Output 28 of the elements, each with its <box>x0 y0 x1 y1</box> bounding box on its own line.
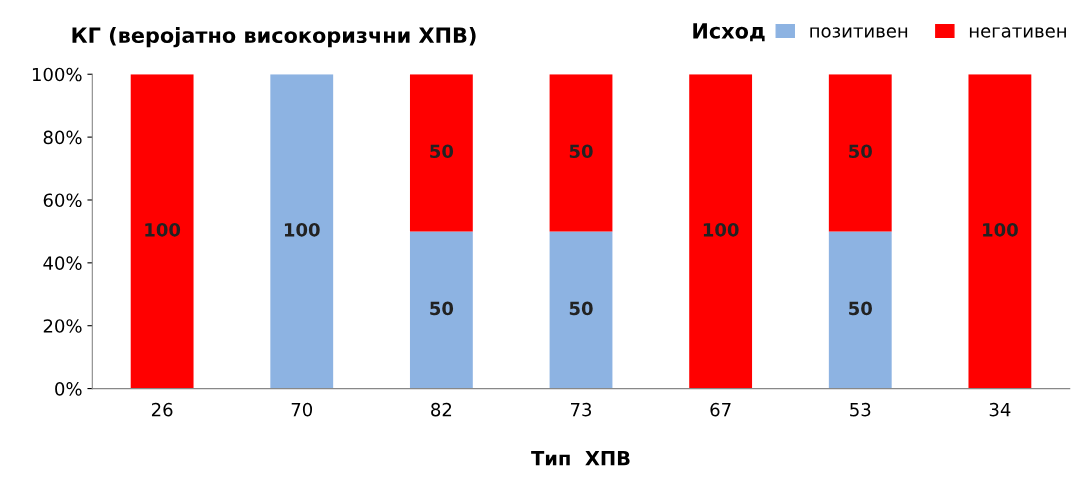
legend-label: позитивен <box>810 27 908 38</box>
y-tick-label: 60% <box>43 193 82 208</box>
y-tick-label: 0% <box>55 382 82 396</box>
x-tick-label: 26 <box>151 402 173 417</box>
x-tick-label: 70 <box>291 402 313 417</box>
y-tick-label: 40% <box>43 256 82 270</box>
data-label: 100 <box>284 222 320 237</box>
chart-title: КГ (веројатно високоризчни ХПВ) <box>72 26 476 48</box>
data-label: 50 <box>849 144 872 159</box>
data-label: 50 <box>569 144 593 159</box>
x-tick-label: 53 <box>850 402 871 417</box>
data-label: 50 <box>849 301 872 316</box>
data-label: 100 <box>983 222 1018 237</box>
data-label: 50 <box>430 144 454 159</box>
x-tick-label: 34 <box>989 402 1011 417</box>
data-label: 50 <box>430 301 454 316</box>
y-tick-label: 100% <box>32 67 82 82</box>
data-label: 100 <box>703 222 739 237</box>
legend-title: Исход <box>693 23 765 42</box>
data-label: 50 <box>569 301 593 316</box>
data-label: 100 <box>145 222 181 237</box>
x-tick-label: 82 <box>431 402 452 417</box>
y-tick-label: 80% <box>43 130 82 145</box>
legend-label: негативен <box>969 27 1066 38</box>
x-tick-label: 73 <box>571 402 592 417</box>
x-axis-title: Тип ХПВ <box>531 451 630 466</box>
x-tick-label: 67 <box>710 402 731 417</box>
y-tick-label: 20% <box>43 319 82 333</box>
